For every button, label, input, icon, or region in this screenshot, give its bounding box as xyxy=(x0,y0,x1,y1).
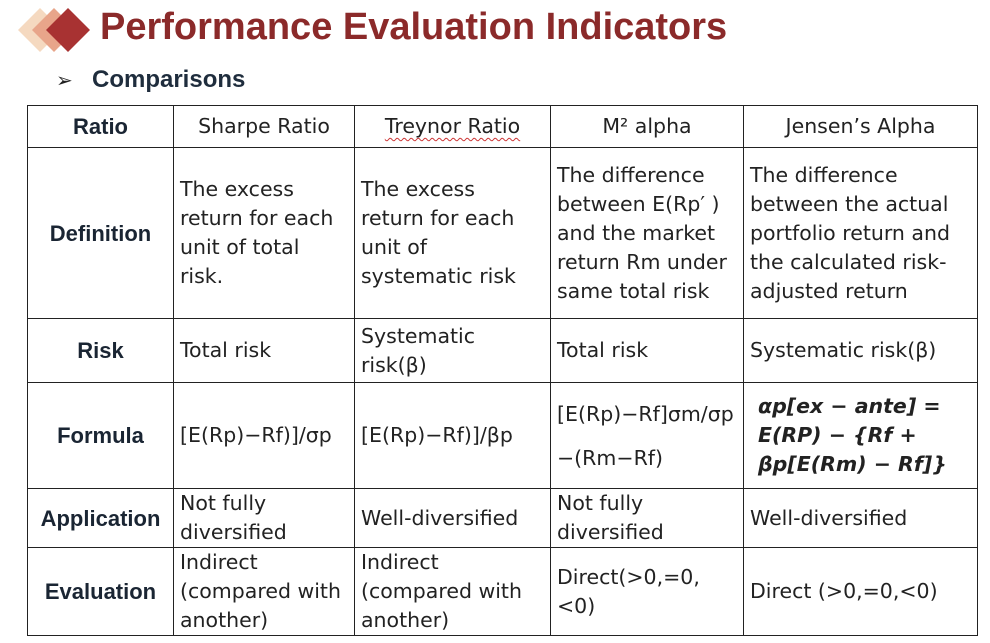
definition-jensen: The difference between the actual portfo… xyxy=(743,147,978,319)
definition-sharpe: The excess return for each unit of total… xyxy=(173,147,355,319)
application-jensen: Well-diversified xyxy=(743,488,978,548)
column-header-sharpe: Sharpe Ratio xyxy=(173,105,355,148)
row-label-evaluation: Evaluation xyxy=(27,547,174,636)
application-m2: Not fully diversified xyxy=(550,488,744,548)
formula-sharpe: [E(Rp)−Rf)]/σp xyxy=(173,382,355,489)
risk-treynor: Systematic risk(β) xyxy=(354,318,551,383)
application-treynor: Well-diversified xyxy=(354,488,551,548)
risk-m2: Total risk xyxy=(550,318,744,383)
diamond-logo-icon xyxy=(18,8,90,52)
page-title: Performance Evaluation Indicators xyxy=(100,6,728,48)
application-sharpe: Not fully diversified xyxy=(173,488,355,548)
row-label-application: Application xyxy=(27,488,174,548)
formula-m2: [E(Rp)−Rf]σm/σp −(Rm−Rf) xyxy=(550,382,744,489)
column-header-m2: M² alpha xyxy=(550,105,744,148)
table-header-row: Ratio Sharpe Ratio Treynor Ratio M² alph… xyxy=(27,105,978,148)
section-heading: ➢ Comparisons xyxy=(56,66,245,94)
column-header-jensen: Jensen’s Alpha xyxy=(743,105,978,148)
formula-jensen: αp[ex − ante] = E(RP) − {Rf + βp[E(Rm) −… xyxy=(743,382,978,489)
definition-treynor: The excess return for each unit of syste… xyxy=(354,147,551,319)
risk-sharpe: Total risk xyxy=(173,318,355,383)
section-subtitle: Comparisons xyxy=(92,66,246,93)
column-header-ratio: Ratio xyxy=(27,105,174,148)
comparison-table: Ratio Sharpe Ratio Treynor Ratio M² alph… xyxy=(27,105,978,636)
table-row: Risk Total risk Systematic risk(β) Total… xyxy=(27,318,978,383)
table-row: Application Not fully diversified Well-d… xyxy=(27,488,978,548)
formula-treynor: [E(Rp)−Rf)]/βp xyxy=(354,382,551,489)
column-header-treynor: Treynor Ratio xyxy=(354,105,551,148)
row-label-risk: Risk xyxy=(27,318,174,383)
arrow-bullet-icon: ➢ xyxy=(56,68,73,92)
row-label-formula: Formula xyxy=(27,382,174,489)
evaluation-sharpe: Indirect (compared with another) xyxy=(173,547,355,636)
risk-jensen: Systematic risk(β) xyxy=(743,318,978,383)
row-label-definition: Definition xyxy=(27,147,174,319)
evaluation-jensen: Direct (>0,=0,<0) xyxy=(743,547,978,636)
definition-m2: The difference between E(Rp′ ) and the m… xyxy=(550,147,744,319)
evaluation-treynor: Indirect (compared with another) xyxy=(354,547,551,636)
table-row: Formula [E(Rp)−Rf)]/σp [E(Rp)−Rf)]/βp [E… xyxy=(27,382,978,489)
table-row: Evaluation Indirect (compared with anoth… xyxy=(27,547,978,636)
column-header-treynor-text: Treynor Ratio xyxy=(384,114,521,138)
table-row: Definition The excess return for each un… xyxy=(27,147,978,319)
evaluation-m2: Direct(>0,=0,<0) xyxy=(550,547,744,636)
